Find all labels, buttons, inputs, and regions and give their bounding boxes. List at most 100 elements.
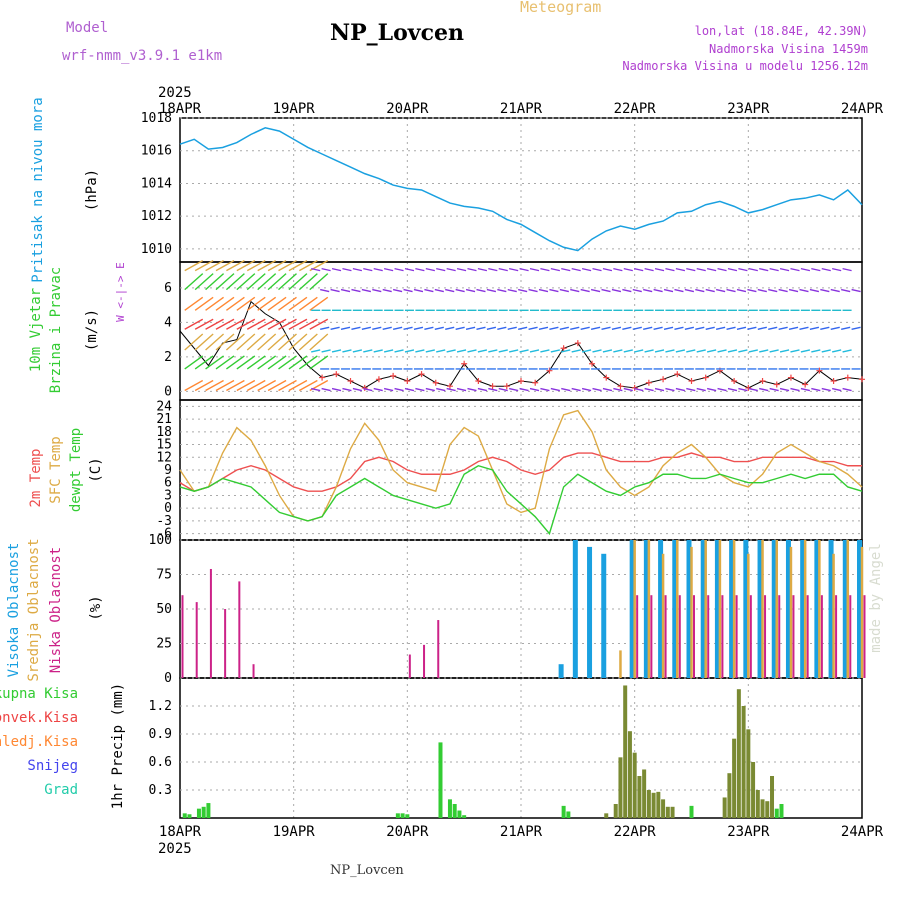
- wind-arrow: [309, 296, 329, 311]
- wind-arrow: [738, 267, 748, 272]
- wind-arrow: [184, 273, 204, 291]
- wind-arrow: [403, 326, 413, 330]
- wind-arrow: [425, 349, 435, 353]
- wind-arrow: [842, 267, 852, 272]
- wind-arrow: [288, 296, 308, 311]
- wind-arrow: [654, 387, 665, 392]
- cloud-bar: [707, 595, 710, 678]
- wind-gust-marker: [674, 371, 681, 378]
- wind-arrow: [590, 326, 601, 330]
- wind-arrow: [779, 267, 790, 272]
- wind-gust-marker: [589, 360, 596, 367]
- wind-arrow: [288, 273, 308, 291]
- year-label-top: 2025: [158, 85, 192, 101]
- wind-arrow: [184, 260, 204, 272]
- wind-arrow: [644, 387, 654, 392]
- precip-bar: [613, 804, 618, 818]
- wind-gust-marker: [830, 378, 837, 385]
- wind-gust-marker: [333, 371, 340, 378]
- cloud-bar: [778, 595, 781, 678]
- wind-arrow: [540, 349, 550, 353]
- precip-legend-1: Konvek.Kisa: [0, 710, 78, 726]
- precip-bar: [642, 769, 647, 818]
- wind-arrow: [769, 349, 779, 353]
- cloud-bar: [749, 595, 752, 678]
- wind-arrow: [727, 267, 738, 272]
- wind-arrow: [592, 267, 602, 272]
- wind-arrow: [811, 267, 821, 272]
- cloud-bar: [423, 644, 426, 678]
- wind-arrow: [298, 273, 318, 291]
- cloud-bar: [408, 654, 411, 678]
- cloud-bar: [658, 540, 664, 678]
- wind-arrow: [205, 296, 224, 311]
- wind-arrow: [665, 349, 675, 353]
- wind-arrow: [736, 288, 747, 293]
- precip-bar: [462, 815, 467, 818]
- x-tick-label-bottom: 22APR: [614, 824, 657, 840]
- temp-legend-sfc: SFC Temp: [48, 436, 64, 503]
- wind-arrow: [446, 349, 456, 353]
- wind-arrow: [278, 333, 297, 351]
- year-label-bottom: 2025: [158, 841, 192, 857]
- header-model-label: Model: [66, 20, 109, 36]
- wind-arrow: [288, 355, 308, 370]
- wind-arrow: [184, 333, 204, 351]
- wind-arrow: [194, 379, 214, 392]
- wind-arrow: [643, 326, 653, 330]
- cloud-bar: [601, 553, 607, 678]
- y-tick-label: 25: [156, 637, 172, 652]
- wind-arrow: [288, 318, 308, 330]
- wind-arrow: [456, 387, 467, 392]
- wind-arrow: [257, 318, 277, 330]
- wind-arrow: [351, 288, 361, 293]
- y-tick-label: 100: [149, 533, 172, 548]
- cloud-bar: [558, 664, 564, 678]
- wind-arrow: [747, 326, 757, 330]
- y-tick-label: 24: [156, 399, 172, 414]
- wind-arrow: [383, 267, 394, 272]
- wind-arrow: [715, 326, 726, 330]
- wind-arrow: [394, 349, 404, 353]
- wind-arrow: [654, 267, 665, 272]
- wind-arrow: [705, 288, 715, 293]
- wind-arrow: [321, 387, 331, 392]
- wind-arrow: [561, 349, 571, 353]
- wind-arrow: [257, 333, 277, 351]
- cloud-legend-high: Visoka Oblacnost: [6, 543, 22, 678]
- cloud-bar: [643, 540, 649, 678]
- cloud-bar: [771, 540, 777, 678]
- wind-gust-marker: [518, 378, 524, 385]
- cloud-bar: [714, 540, 720, 678]
- wind-arrow: [361, 326, 372, 330]
- wind-arrow: [446, 267, 456, 272]
- wind-arrow: [278, 318, 297, 330]
- cloud-bar: [700, 540, 706, 678]
- wind-gust-marker: [702, 374, 709, 381]
- precip-bar: [670, 806, 675, 818]
- wind-arrow: [653, 326, 663, 330]
- wind-arrow: [695, 288, 705, 293]
- wind-arrow: [570, 326, 580, 330]
- wind-arrow: [425, 267, 435, 272]
- precip-bar: [196, 808, 201, 818]
- wind-arrow: [382, 326, 392, 330]
- y-tick-label: 1014: [141, 176, 172, 191]
- cloud-bar: [181, 595, 184, 678]
- wind-arrow: [820, 288, 830, 293]
- wind-arrow: [788, 326, 799, 330]
- precip-bar: [765, 801, 770, 818]
- header-location: lon,lat (18.84E, 42.39N): [694, 24, 868, 38]
- wind-arrow: [215, 296, 235, 311]
- wind-arrow: [194, 273, 214, 291]
- wind-arrow: [757, 326, 767, 330]
- wind-arrow: [778, 288, 788, 293]
- wind-gust-marker: [645, 379, 652, 386]
- wind-arrow: [215, 260, 235, 272]
- wind-arrow: [467, 387, 477, 392]
- wind-arrow: [299, 379, 318, 392]
- wind-arrow: [634, 387, 644, 392]
- wind-gust-marker: [418, 371, 425, 378]
- precip-bar: [689, 805, 694, 818]
- x-tick-label-bottom: 18APR: [159, 824, 202, 840]
